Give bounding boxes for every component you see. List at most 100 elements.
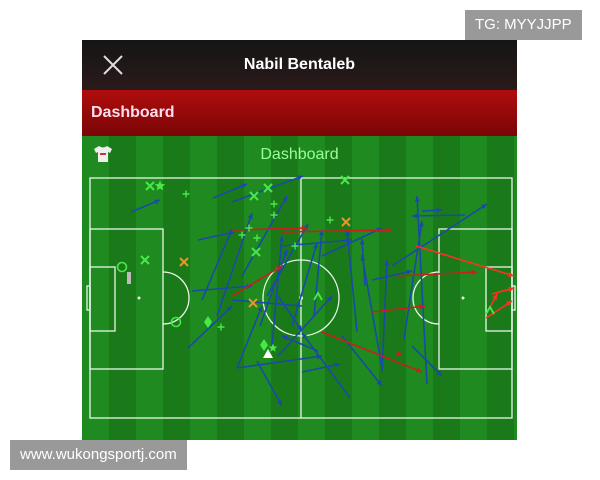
pass-arrow-failed-head xyxy=(386,227,392,233)
pass-arrow-success-head xyxy=(277,400,282,406)
pass-arrow-success xyxy=(266,223,309,297)
pass-arrow-success-head xyxy=(257,306,263,312)
pass-arrow-success-head xyxy=(241,183,247,189)
pass-arrow-success xyxy=(301,332,351,399)
pass-arrow-success xyxy=(231,299,303,307)
pass-arrow-success-head xyxy=(359,239,365,245)
pass-arrow-success-head xyxy=(226,306,232,312)
plus-marker xyxy=(291,242,299,250)
pass-arrow-success xyxy=(256,360,283,407)
pass-arrow-failed xyxy=(321,331,423,373)
foul-marker xyxy=(179,257,189,267)
pass-arrow-success xyxy=(391,203,488,267)
pass-arrow-success-head xyxy=(326,296,332,302)
pass-arrow-success-head xyxy=(316,354,322,360)
pass-arrow-success xyxy=(236,355,323,369)
tackle-marker xyxy=(145,181,155,191)
shot-marker xyxy=(263,349,273,358)
dribble-marker xyxy=(204,316,212,328)
pass-arrow-success xyxy=(381,259,388,373)
tackle-marker xyxy=(263,183,273,193)
foul-marker xyxy=(341,217,351,227)
shot-arrow xyxy=(415,245,515,277)
pass-arrow-success xyxy=(371,270,413,281)
pass-arrow-failed-head xyxy=(301,225,307,231)
pass-arrow-success xyxy=(212,183,248,199)
pass-arrow-success xyxy=(277,295,333,357)
pass-arrow-success-head xyxy=(312,243,318,249)
pass-arrow-success-head xyxy=(384,260,390,266)
pass-arrow-success xyxy=(236,305,263,369)
pass-arrow-success xyxy=(411,345,443,377)
tackle-marker xyxy=(140,255,150,265)
top-bar: Nabil Bentaleb xyxy=(82,40,517,90)
section-header: Dashboard xyxy=(82,90,517,136)
plus-marker xyxy=(217,323,225,331)
pass-arrow-success-head xyxy=(481,204,487,210)
shot-arrow-head xyxy=(506,301,512,307)
pass-arrow-success xyxy=(259,249,288,327)
star-marker xyxy=(154,180,166,191)
pass-arrow-success xyxy=(403,220,423,340)
pass-arrow-failed xyxy=(371,305,426,313)
pass-arrow-success-head xyxy=(346,237,352,244)
pass-arrow-success-head xyxy=(282,196,287,202)
pass-arrow-success-head xyxy=(406,269,412,275)
pass-arrow-success xyxy=(321,227,383,257)
watermark-top: TG: MYYJJPP xyxy=(465,10,582,40)
pass-arrow-success-head xyxy=(344,230,351,236)
pass-arrow-success xyxy=(301,363,341,373)
plus-marker xyxy=(270,211,278,219)
pass-arrow-failed-head xyxy=(416,367,422,373)
shot-arrow-head xyxy=(492,294,497,300)
plus-marker xyxy=(182,190,190,198)
chance-marker xyxy=(485,305,495,315)
pass-arrow-success xyxy=(281,239,353,247)
pass-arrow-failed xyxy=(231,265,283,297)
pass-arrow-success xyxy=(313,229,323,317)
dribble-marker xyxy=(260,339,268,351)
pass-arrow-failed xyxy=(231,227,308,231)
interception-marker xyxy=(116,261,128,273)
close-icon[interactable] xyxy=(100,52,126,78)
pass-arrow-failed-head xyxy=(471,269,477,275)
shot-arrow-head xyxy=(508,271,514,277)
pass-arrow-success xyxy=(291,242,318,327)
plus-marker xyxy=(245,224,253,232)
star-marker xyxy=(268,343,278,352)
foul-marker xyxy=(248,298,258,308)
pass-arrow-success-head xyxy=(296,325,302,331)
field-title: Dashboard xyxy=(260,146,339,163)
chance-marker xyxy=(313,291,323,301)
pass-arrow-success xyxy=(346,229,358,333)
card-marker xyxy=(127,272,131,284)
pitch-map xyxy=(86,175,516,419)
pass-arrow-success xyxy=(341,335,383,387)
pass-arrow-failed xyxy=(396,271,478,277)
pass-arrow-success xyxy=(241,195,288,277)
pass-arrow-success-head xyxy=(297,175,303,181)
pass-arrow-failed-head xyxy=(396,350,402,356)
tackle-marker xyxy=(251,247,261,257)
pass-arrow-success-head xyxy=(412,213,418,219)
pitch-panel: Dashboard xyxy=(82,136,517,440)
pass-arrow-success xyxy=(281,335,319,352)
pass-arrow-success xyxy=(201,228,233,301)
shirt-icon xyxy=(94,146,112,162)
pass-arrow-failed-head xyxy=(419,304,425,310)
pass-arrow-success-head xyxy=(247,213,253,219)
interception-marker xyxy=(170,316,182,328)
pass-arrow-success-head xyxy=(436,207,442,213)
plus-marker xyxy=(238,231,246,239)
pass-arrow-success-head xyxy=(436,370,442,376)
pass-arrow-success-head xyxy=(296,302,302,309)
pass-arrow-success xyxy=(187,305,233,349)
pass-arrow-success-head xyxy=(227,229,233,235)
pass-arrow-success-head xyxy=(418,221,424,227)
pass-arrow-success-head xyxy=(302,333,308,339)
watermark-bottom: www.wukongsportj.com xyxy=(10,440,187,470)
pass-arrow-success-head xyxy=(278,236,285,242)
pass-arrow-success-head xyxy=(282,335,288,341)
plus-marker xyxy=(253,234,261,242)
pass-arrow-success xyxy=(191,285,253,292)
